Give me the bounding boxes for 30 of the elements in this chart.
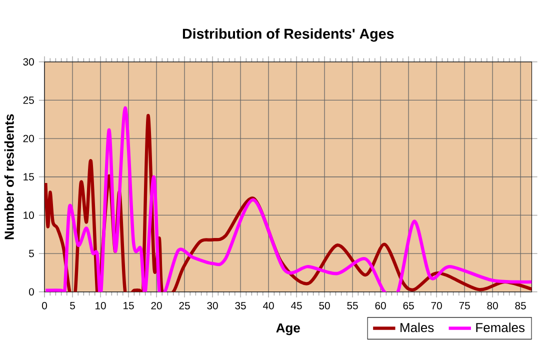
x-tick-label: 70 <box>431 302 442 310</box>
y-tick-label: 25 <box>23 96 34 104</box>
y-tick-label: 20 <box>23 134 34 142</box>
x-tick-label: 35 <box>235 302 246 310</box>
y-tick-label: 0 <box>28 288 34 296</box>
x-tick-label: 0 <box>42 302 47 310</box>
legend-label: Females <box>476 322 525 332</box>
x-tick-label: 55 <box>347 302 358 310</box>
x-tick-label: 20 <box>151 302 162 310</box>
x-tick-label: 30 <box>207 302 218 310</box>
x-tick-label: 15 <box>124 302 134 310</box>
x-tick-label: 25 <box>179 302 190 310</box>
y-tick-label: 30 <box>23 58 34 66</box>
x-tick-label: 40 <box>262 302 274 310</box>
x-tick-label: 50 <box>319 302 330 310</box>
x-tick-label: 65 <box>403 302 414 310</box>
x-tick-label: 45 <box>290 302 302 310</box>
y-tick-label: 10 <box>24 212 34 219</box>
chart-title: Distribution of Residents' Ages <box>182 28 394 42</box>
x-tick-label: 80 <box>487 302 498 310</box>
x-tick-label: 10 <box>96 302 106 310</box>
x-tick-label: 5 <box>70 302 75 310</box>
x-tick-label: 60 <box>375 302 386 310</box>
y-axis-title: Number of residents <box>4 114 14 240</box>
y-tick-label: 15 <box>24 173 34 181</box>
y-tick-label: 5 <box>28 250 34 258</box>
x-tick-label: 85 <box>515 302 526 310</box>
legend-label: Males <box>400 322 434 332</box>
x-axis-title: Age <box>276 323 300 336</box>
x-tick-label: 75 <box>459 302 470 310</box>
